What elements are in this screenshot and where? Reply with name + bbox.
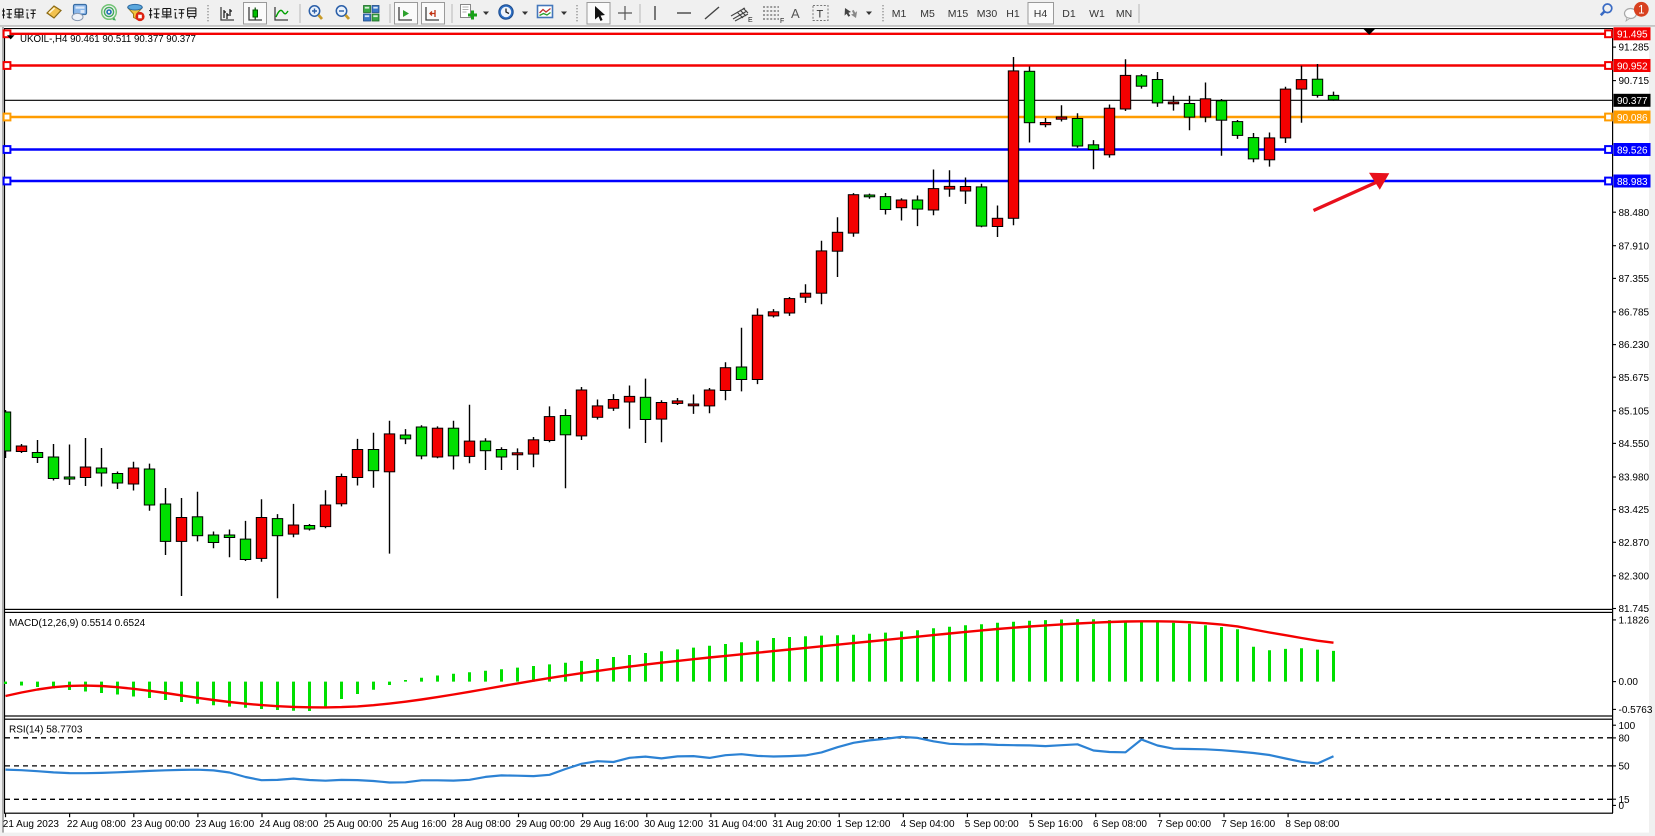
svg-text:87.910: 87.910	[1619, 241, 1650, 252]
svg-text:1.1826: 1.1826	[1619, 616, 1650, 627]
svg-text:31 Aug 20:00: 31 Aug 20:00	[772, 819, 831, 830]
svg-text:90.377: 90.377	[1617, 96, 1648, 107]
svg-text:7 Sep 00:00: 7 Sep 00:00	[1157, 819, 1211, 830]
svg-text:88.480: 88.480	[1619, 208, 1650, 219]
svg-text:25 Aug 00:00: 25 Aug 00:00	[323, 819, 382, 830]
svg-text:83.425: 83.425	[1619, 505, 1650, 516]
svg-text:7 Sep 16:00: 7 Sep 16:00	[1221, 819, 1275, 830]
svg-text:86.785: 86.785	[1619, 308, 1650, 319]
svg-text:29 Aug 00:00: 29 Aug 00:00	[516, 819, 575, 830]
svg-text:T: T	[817, 9, 824, 21]
svg-text:22 Aug 08:00: 22 Aug 08:00	[67, 819, 126, 830]
svg-text:86.230: 86.230	[1619, 340, 1650, 351]
svg-text:90.952: 90.952	[1617, 61, 1648, 72]
svg-text:23 Aug 00:00: 23 Aug 00:00	[131, 819, 190, 830]
svg-text:50: 50	[1619, 762, 1631, 773]
svg-text:D1: D1	[1062, 8, 1076, 20]
svg-text:UKOIL-,H4 90.461 90.511 90.37: UKOIL-,H4 90.461 90.511 90.377 90.377	[20, 34, 196, 45]
svg-text:4 Sep 04:00: 4 Sep 04:00	[901, 819, 955, 830]
svg-text:F: F	[780, 18, 784, 25]
svg-text:80: 80	[1619, 734, 1631, 745]
svg-text:91.285: 91.285	[1619, 43, 1650, 54]
svg-text:0: 0	[1619, 801, 1625, 812]
svg-text:31 Aug 04:00: 31 Aug 04:00	[708, 819, 767, 830]
svg-text:1: 1	[1638, 4, 1644, 16]
svg-text:8 Sep 08:00: 8 Sep 08:00	[1285, 819, 1339, 830]
svg-text:M1: M1	[892, 8, 907, 20]
svg-text:W1: W1	[1089, 8, 1105, 20]
svg-text:23 Aug 16:00: 23 Aug 16:00	[195, 819, 254, 830]
svg-text:15: 15	[1619, 795, 1631, 806]
svg-text:84.550: 84.550	[1619, 439, 1650, 450]
svg-text:1 Sep 12:00: 1 Sep 12:00	[836, 819, 890, 830]
svg-text:85.105: 85.105	[1619, 406, 1650, 417]
svg-text:M5: M5	[920, 8, 935, 20]
svg-text:88.983: 88.983	[1617, 177, 1648, 188]
svg-text:87.355: 87.355	[1619, 274, 1650, 285]
svg-text:91.495: 91.495	[1617, 30, 1648, 41]
svg-text:85.675: 85.675	[1619, 373, 1650, 384]
svg-text:21 Aug 2023: 21 Aug 2023	[3, 819, 60, 830]
svg-text:25 Aug 16:00: 25 Aug 16:00	[388, 819, 447, 830]
svg-text:100: 100	[1619, 721, 1636, 732]
svg-text:A: A	[791, 6, 800, 21]
svg-text:5 Sep 16:00: 5 Sep 16:00	[1029, 819, 1083, 830]
svg-text:M15: M15	[948, 8, 969, 20]
svg-text:H1: H1	[1006, 8, 1020, 20]
svg-text:29 Aug 16:00: 29 Aug 16:00	[580, 819, 639, 830]
svg-text:82.300: 82.300	[1619, 571, 1650, 582]
svg-text:89.526: 89.526	[1617, 145, 1648, 156]
svg-text:0.00: 0.00	[1619, 677, 1639, 688]
svg-text:24 Aug 08:00: 24 Aug 08:00	[259, 819, 318, 830]
svg-text:82.870: 82.870	[1619, 538, 1650, 549]
svg-text:81.745: 81.745	[1619, 604, 1650, 615]
svg-text:MN: MN	[1116, 8, 1132, 20]
svg-text:-0.5763: -0.5763	[1619, 705, 1653, 716]
svg-text:90.715: 90.715	[1619, 76, 1650, 87]
svg-text:MACD(12,26,9) 0.5514 0.6524: MACD(12,26,9) 0.5514 0.6524	[9, 618, 146, 629]
svg-text:90.086: 90.086	[1617, 113, 1648, 124]
svg-text:5 Sep 00:00: 5 Sep 00:00	[965, 819, 1019, 830]
svg-text:H4: H4	[1034, 8, 1048, 20]
svg-text:30 Aug 12:00: 30 Aug 12:00	[644, 819, 703, 830]
svg-text:E: E	[748, 17, 753, 24]
svg-text:6 Sep 08:00: 6 Sep 08:00	[1093, 819, 1147, 830]
svg-text:RSI(14) 58.7703: RSI(14) 58.7703	[9, 725, 83, 736]
svg-text:28 Aug 08:00: 28 Aug 08:00	[452, 819, 511, 830]
svg-text:M30: M30	[977, 8, 998, 20]
svg-text:83.980: 83.980	[1619, 473, 1650, 484]
